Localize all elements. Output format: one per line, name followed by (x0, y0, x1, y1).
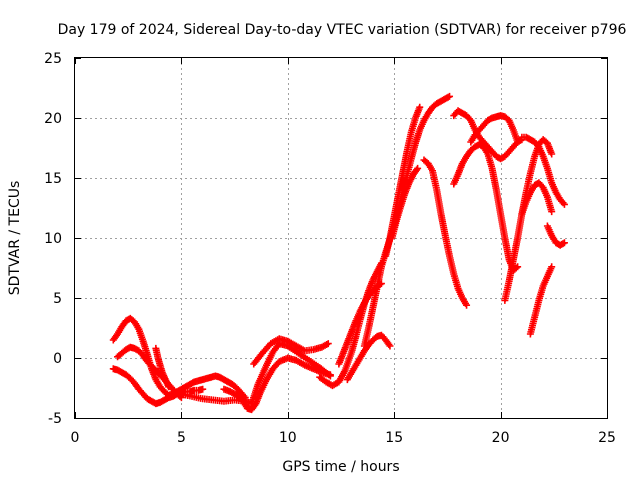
data-markers (109, 92, 568, 414)
data-point (548, 150, 556, 158)
series-track-21 (526, 263, 556, 338)
series-track-12 (382, 103, 424, 260)
data-point (385, 341, 393, 348)
x-tick-label: 10 (279, 430, 297, 446)
y-tick-label: 5 (53, 291, 62, 307)
chart-title: Day 179 of 2024, Sidereal Day-to-day VTE… (58, 22, 627, 38)
series-track-6 (220, 354, 334, 414)
y-axis-label: SDTVAR / TECUs (7, 181, 23, 296)
x-axis-label: GPS time / hours (282, 459, 399, 475)
y-tick-label: 10 (44, 231, 62, 247)
data-point (446, 92, 454, 100)
series-track-14 (420, 156, 471, 309)
data-point (463, 301, 471, 309)
data-point (413, 166, 421, 174)
series-track-13 (388, 164, 422, 242)
y-tick-label: 15 (44, 171, 62, 187)
data-point (548, 263, 556, 271)
y-tick-label: 20 (44, 111, 62, 127)
x-tick-label: 0 (71, 430, 80, 446)
series-track-22 (543, 222, 568, 249)
data-point (326, 371, 334, 379)
series-track-4 (152, 344, 173, 391)
series-track-7 (250, 335, 332, 368)
data-point (324, 340, 332, 348)
x-tick-label: 15 (385, 430, 403, 446)
x-tick-label: 5 (177, 430, 186, 446)
data-point (386, 342, 394, 350)
series-track-19 (518, 133, 568, 208)
data-point (548, 208, 556, 216)
axis-ticks: 0 5 10 15 20 25 -5 0 5 10 15 20 25 (44, 51, 616, 446)
series-track-17 (467, 112, 522, 146)
x-tick-label: 20 (492, 430, 510, 446)
series-track-3 (114, 343, 185, 402)
data-point (560, 239, 568, 247)
x-tick-label: 25 (598, 430, 616, 446)
series-track-15 (450, 140, 522, 274)
data-point (199, 385, 207, 393)
data-point (414, 164, 422, 172)
data-point (560, 200, 568, 208)
plot-frame (74, 57, 608, 419)
series-track-20 (518, 179, 556, 218)
data-point (165, 383, 173, 391)
y-tick-label: -5 (48, 411, 62, 427)
y-tick-label: 0 (53, 351, 62, 367)
data-point (416, 103, 424, 111)
data-point (514, 138, 522, 146)
series-track-9 (343, 331, 394, 384)
y-tick-label: 25 (44, 51, 62, 67)
series-track-2 (109, 365, 207, 408)
